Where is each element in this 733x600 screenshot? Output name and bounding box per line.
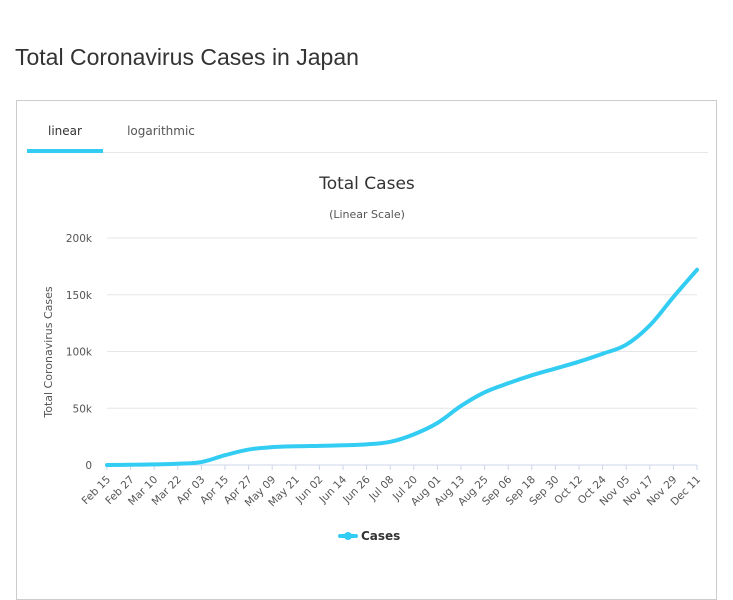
y-tick-label: 150k [66, 290, 93, 302]
scale-tabs: linear logarithmic [27, 115, 708, 153]
legend-label-cases[interactable]: Cases [361, 529, 400, 543]
x-tick-label: Jul 08 [366, 474, 396, 504]
y-tick-label: 50k [73, 403, 93, 415]
y-axis-title: Total Coronavirus Cases [42, 286, 55, 419]
chart-subtitle: (Linear Scale) [329, 208, 405, 221]
tab-linear[interactable]: linear [27, 115, 103, 153]
grid-layer [107, 237, 697, 466]
legend-marker [344, 532, 352, 540]
chart-panel [16, 100, 717, 600]
chart-title: Total Cases [318, 174, 415, 194]
series-line-cases[interactable] [105, 267, 699, 467]
y-axis-ticks: 0 50k 100k 150k 200k [66, 233, 93, 472]
y-tick-label: 100k [66, 347, 93, 359]
tab-logarithmic[interactable]: logarithmic [127, 124, 195, 138]
y-tick-label: 0 [85, 460, 92, 472]
legend[interactable]: Cases [338, 529, 400, 543]
series-layer [105, 267, 699, 467]
y-tick-label: 200k [66, 233, 93, 245]
page-title: Total Coronavirus Cases in Japan [15, 44, 359, 70]
